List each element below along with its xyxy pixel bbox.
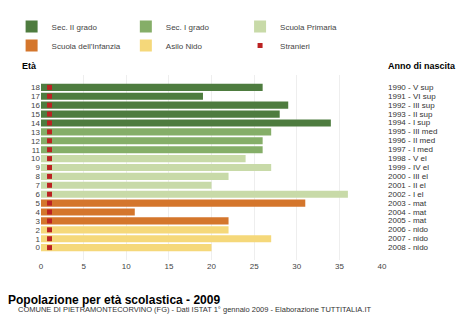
svg-text:0: 0 [39,262,44,271]
svg-text:1996 - II med: 1996 - II med [388,136,435,145]
svg-text:2000 - III el: 2000 - III el [388,172,428,181]
svg-text:18: 18 [31,83,40,92]
svg-text:12: 12 [31,137,40,146]
svg-text:Popolazione per età scolastica: Popolazione per età scolastica - 2009 [8,293,220,307]
svg-text:Asilo Nido: Asilo Nido [166,42,203,51]
svg-text:17: 17 [31,92,40,101]
svg-text:9: 9 [36,163,41,172]
svg-text:8: 8 [36,172,41,181]
svg-text:Sec. I grado: Sec. I grado [166,23,210,32]
svg-text:16: 16 [31,101,40,110]
svg-text:2: 2 [36,226,41,235]
svg-text:1998 - V el: 1998 - V el [388,154,427,163]
svg-text:20: 20 [207,262,216,271]
svg-text:Stranieri: Stranieri [280,42,310,51]
svg-text:Scuola dell'Infanzia: Scuola dell'Infanzia [52,42,121,51]
svg-text:15: 15 [31,110,40,119]
svg-text:5: 5 [36,199,41,208]
svg-text:13: 13 [31,128,40,137]
svg-text:40: 40 [378,262,387,271]
svg-text:2006 - nido: 2006 - nido [388,225,429,234]
svg-text:2008 - nido: 2008 - nido [388,243,429,252]
svg-text:14: 14 [31,119,40,128]
svg-text:0: 0 [36,243,41,252]
svg-text:10: 10 [122,262,131,271]
svg-text:30: 30 [292,262,301,271]
svg-text:1993 - II sup: 1993 - II sup [388,110,433,119]
svg-text:1990 - V sup: 1990 - V sup [388,83,434,92]
svg-text:11: 11 [32,145,41,154]
svg-text:1995 - III med: 1995 - III med [388,127,437,136]
svg-text:3: 3 [36,217,41,226]
svg-text:2005 - mat: 2005 - mat [388,216,427,225]
svg-text:5: 5 [81,262,86,271]
svg-text:7: 7 [36,181,41,190]
svg-text:15: 15 [164,262,173,271]
svg-text:1997 - I med: 1997 - I med [388,145,433,154]
svg-text:2003 - mat: 2003 - mat [388,199,427,208]
svg-text:25: 25 [250,262,259,271]
svg-text:2001 - II el: 2001 - II el [388,181,426,190]
svg-text:6: 6 [36,190,41,199]
svg-text:1994 - I sup: 1994 - I sup [388,118,431,127]
svg-text:10: 10 [31,154,40,163]
svg-text:1999 - IV el: 1999 - IV el [388,163,429,172]
svg-text:1991 - VI sup: 1991 - VI sup [388,92,436,101]
svg-text:2007 - nido: 2007 - nido [388,234,429,243]
svg-text:COMUNE DI PIETRAMONTECORVINO (: COMUNE DI PIETRAMONTECORVINO (FG) - Dati… [18,305,372,314]
svg-text:4: 4 [36,208,41,217]
svg-text:2002 - I el: 2002 - I el [388,190,424,199]
svg-text:35: 35 [335,262,344,271]
svg-text:Scuola Primaria: Scuola Primaria [280,23,337,32]
svg-text:2004 - mat: 2004 - mat [388,208,427,217]
svg-text:Età: Età [22,61,37,71]
svg-text:Sec. II grado: Sec. II grado [52,23,98,32]
svg-text:1992 - III sup: 1992 - III sup [388,101,435,110]
svg-text:1: 1 [36,235,41,244]
svg-text:Anno di nascita: Anno di nascita [388,61,456,71]
